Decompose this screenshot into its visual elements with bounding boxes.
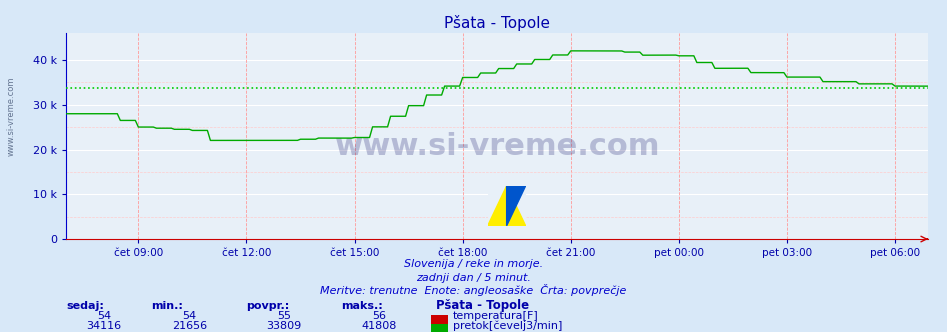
Text: 41808: 41808 — [361, 321, 397, 331]
Text: pretok[čevelj3/min]: pretok[čevelj3/min] — [453, 320, 562, 331]
Text: 34116: 34116 — [86, 321, 122, 331]
Text: www.si-vreme.com: www.si-vreme.com — [7, 76, 16, 156]
Text: sedaj:: sedaj: — [66, 301, 104, 311]
Text: Meritve: trenutne  Enote: angleosaške  Črta: povprečje: Meritve: trenutne Enote: angleosaške Črt… — [320, 284, 627, 296]
Text: 33809: 33809 — [266, 321, 302, 331]
Text: povpr.:: povpr.: — [246, 301, 290, 311]
Polygon shape — [507, 186, 526, 226]
Text: 54: 54 — [183, 311, 196, 321]
Text: Slovenija / reke in morje.: Slovenija / reke in morje. — [404, 259, 543, 269]
Text: Pšata - Topole: Pšata - Topole — [436, 299, 528, 312]
Text: zadnji dan / 5 minut.: zadnji dan / 5 minut. — [416, 273, 531, 283]
Text: min.:: min.: — [152, 301, 184, 311]
Text: temperatura[F]: temperatura[F] — [453, 311, 539, 321]
Text: 56: 56 — [372, 311, 385, 321]
Title: Pšata - Topole: Pšata - Topole — [444, 15, 550, 31]
Text: maks.:: maks.: — [341, 301, 383, 311]
Text: 55: 55 — [277, 311, 291, 321]
Text: 21656: 21656 — [171, 321, 207, 331]
Polygon shape — [488, 186, 526, 226]
Text: 54: 54 — [98, 311, 111, 321]
Text: www.si-vreme.com: www.si-vreme.com — [334, 132, 660, 161]
